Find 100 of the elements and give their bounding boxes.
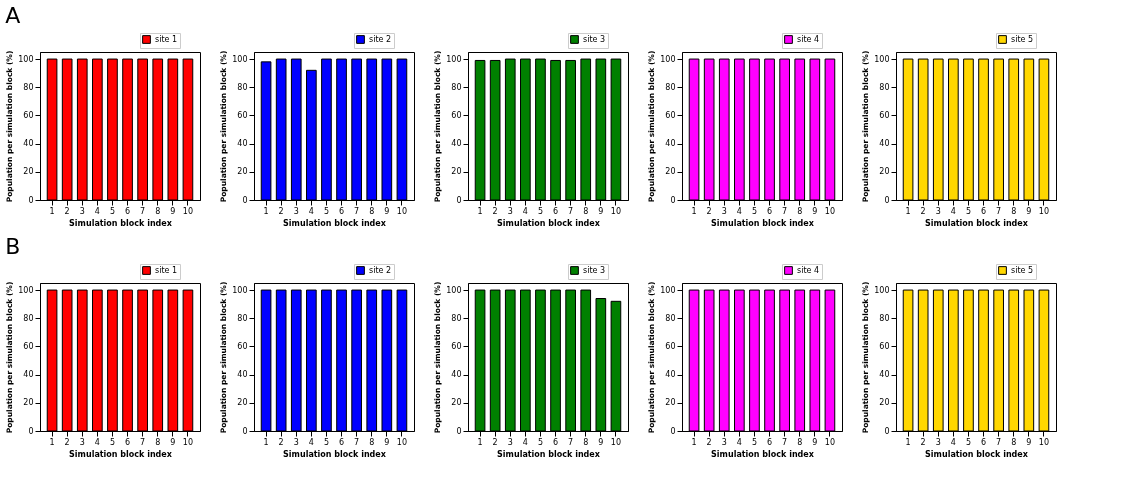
x-tick-label: 9 bbox=[384, 437, 390, 447]
x-tick-label: 7 bbox=[996, 437, 1002, 447]
x-tick-label: 3 bbox=[79, 206, 85, 216]
x-tick-label: 10 bbox=[396, 437, 408, 447]
x-tick-label: 3 bbox=[293, 437, 299, 447]
x-tick-label: 8 bbox=[583, 206, 589, 216]
x-tick-label: 4 bbox=[308, 437, 314, 447]
x-tick-label: 10 bbox=[824, 437, 836, 447]
x-tick-label: 3 bbox=[935, 437, 941, 447]
y-tick-label: 0 bbox=[884, 195, 890, 205]
y-tick-label: 20 bbox=[23, 398, 34, 408]
y-tick-label: 80 bbox=[237, 313, 248, 323]
y-tick-label: 20 bbox=[665, 167, 676, 177]
y-tick-label: 100 bbox=[232, 54, 248, 64]
x-tick-label: 6 bbox=[981, 437, 987, 447]
x-tick-label: 8 bbox=[155, 206, 161, 216]
y-tick-label: 20 bbox=[879, 398, 890, 408]
x-tick-label: 10 bbox=[1038, 206, 1050, 216]
y-tick-label: 60 bbox=[665, 341, 676, 351]
x-tick-label: 1 bbox=[49, 206, 55, 216]
x-tick-label: 6 bbox=[125, 437, 131, 447]
legend-label: site 3 bbox=[583, 34, 606, 44]
x-tick-label: 10 bbox=[610, 437, 622, 447]
x-tick-label: 3 bbox=[507, 437, 513, 447]
x-tick-label: 1 bbox=[49, 437, 55, 447]
x-tick-label: 2 bbox=[706, 437, 712, 447]
x-axis-title: Simulation block index bbox=[69, 449, 173, 459]
x-axis-title: Simulation block index bbox=[711, 218, 815, 228]
legend-label: site 2 bbox=[369, 34, 392, 44]
x-tick-label: 3 bbox=[79, 437, 85, 447]
y-tick-label: 80 bbox=[879, 82, 890, 92]
x-tick-label: 8 bbox=[369, 437, 375, 447]
y-tick-label: 100 bbox=[446, 54, 462, 64]
y-tick-label: 60 bbox=[237, 110, 248, 120]
x-tick-label: 9 bbox=[812, 206, 818, 216]
x-tick-label: 5 bbox=[751, 437, 757, 447]
legend-label: site 1 bbox=[155, 265, 178, 275]
y-tick-label: 80 bbox=[23, 313, 34, 323]
y-tick-label: 80 bbox=[665, 82, 676, 92]
legend-label: site 5 bbox=[1011, 265, 1034, 275]
x-tick-label: 4 bbox=[308, 206, 314, 216]
x-tick-label: 1 bbox=[905, 206, 911, 216]
legend-label: site 4 bbox=[797, 34, 820, 44]
y-tick-label: 0 bbox=[456, 195, 462, 205]
y-tick-label: 80 bbox=[665, 313, 676, 323]
x-tick-label: 9 bbox=[170, 206, 176, 216]
y-tick-label: 20 bbox=[451, 398, 462, 408]
y-tick-label: 80 bbox=[237, 82, 248, 92]
y-tick-label: 40 bbox=[23, 139, 34, 149]
x-tick-label: 2 bbox=[492, 437, 498, 447]
x-tick-label: 5 bbox=[323, 206, 329, 216]
x-tick-label: 10 bbox=[1038, 437, 1050, 447]
x-tick-label: 4 bbox=[736, 437, 742, 447]
y-tick-label: 60 bbox=[879, 341, 890, 351]
x-tick-label: 3 bbox=[507, 206, 513, 216]
y-tick-label: 0 bbox=[456, 426, 462, 436]
x-tick-label: 4 bbox=[950, 206, 956, 216]
y-tick-label: 0 bbox=[28, 195, 34, 205]
x-tick-label: 5 bbox=[109, 437, 115, 447]
y-tick-label: 40 bbox=[451, 139, 462, 149]
x-axis-title: Simulation block index bbox=[283, 449, 387, 459]
y-tick-label: 20 bbox=[237, 167, 248, 177]
y-tick-label: 60 bbox=[665, 110, 676, 120]
y-tick-label: 60 bbox=[23, 341, 34, 351]
x-tick-label: 2 bbox=[278, 206, 284, 216]
x-tick-label: 10 bbox=[396, 206, 408, 216]
x-tick-label: 1 bbox=[905, 437, 911, 447]
x-tick-label: 6 bbox=[767, 437, 773, 447]
x-tick-label: 6 bbox=[339, 206, 345, 216]
y-tick-label: 60 bbox=[451, 341, 462, 351]
x-tick-label: 7 bbox=[354, 206, 360, 216]
x-tick-label: 6 bbox=[339, 437, 345, 447]
x-tick-label: 1 bbox=[263, 437, 269, 447]
x-tick-label: 2 bbox=[64, 437, 70, 447]
y-tick-label: 100 bbox=[446, 285, 462, 295]
x-tick-label: 8 bbox=[1011, 206, 1017, 216]
x-tick-label: 5 bbox=[965, 437, 971, 447]
x-axis-title: Simulation block index bbox=[497, 449, 601, 459]
x-tick-label: 1 bbox=[477, 437, 483, 447]
x-axis-title: Simulation block index bbox=[497, 218, 601, 228]
x-tick-label: 3 bbox=[293, 206, 299, 216]
x-tick-label: 9 bbox=[384, 206, 390, 216]
x-tick-label: 7 bbox=[782, 206, 788, 216]
x-axis-title: Simulation block index bbox=[925, 449, 1029, 459]
y-tick-label: 0 bbox=[670, 426, 676, 436]
x-tick-label: 6 bbox=[981, 206, 987, 216]
x-tick-label: 5 bbox=[965, 206, 971, 216]
x-tick-label: 7 bbox=[354, 437, 360, 447]
x-tick-label: 7 bbox=[782, 437, 788, 447]
x-tick-label: 1 bbox=[691, 437, 697, 447]
x-tick-label: 6 bbox=[767, 206, 773, 216]
x-tick-label: 7 bbox=[996, 206, 1002, 216]
x-tick-label: 3 bbox=[721, 437, 727, 447]
y-tick-label: 80 bbox=[451, 82, 462, 92]
x-tick-label: 2 bbox=[492, 206, 498, 216]
x-tick-label: 9 bbox=[812, 437, 818, 447]
y-tick-label: 100 bbox=[232, 285, 248, 295]
y-tick-label: 40 bbox=[237, 370, 248, 380]
x-tick-label: 6 bbox=[553, 206, 559, 216]
x-tick-label: 9 bbox=[1026, 206, 1032, 216]
